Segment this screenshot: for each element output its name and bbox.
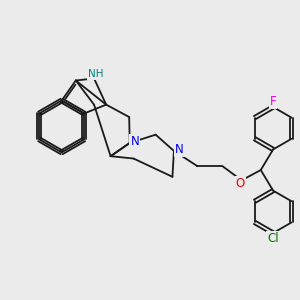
Text: N: N xyxy=(175,143,184,156)
Text: O: O xyxy=(236,177,245,190)
Text: N: N xyxy=(130,135,139,148)
Text: F: F xyxy=(270,95,277,108)
Text: NH: NH xyxy=(88,69,103,79)
Text: Cl: Cl xyxy=(267,232,279,245)
